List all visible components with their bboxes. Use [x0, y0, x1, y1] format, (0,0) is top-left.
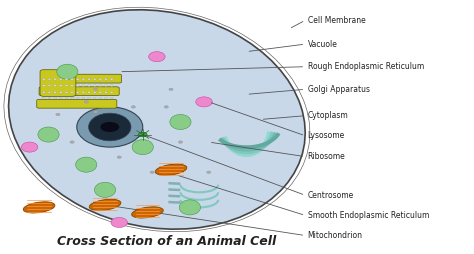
Ellipse shape — [48, 78, 51, 80]
Ellipse shape — [42, 91, 45, 93]
Ellipse shape — [93, 88, 98, 91]
Ellipse shape — [54, 78, 56, 80]
Ellipse shape — [111, 217, 128, 228]
Ellipse shape — [207, 171, 211, 173]
Ellipse shape — [65, 85, 68, 86]
Ellipse shape — [93, 97, 96, 99]
Ellipse shape — [65, 91, 68, 93]
Ellipse shape — [82, 97, 85, 99]
Ellipse shape — [88, 91, 91, 93]
Ellipse shape — [42, 85, 45, 86]
Ellipse shape — [117, 156, 121, 158]
Ellipse shape — [76, 97, 79, 99]
Ellipse shape — [54, 97, 56, 99]
Ellipse shape — [71, 78, 73, 80]
Ellipse shape — [105, 78, 108, 80]
Ellipse shape — [71, 91, 73, 93]
Ellipse shape — [100, 122, 119, 132]
Ellipse shape — [65, 78, 68, 80]
Ellipse shape — [110, 85, 113, 86]
Ellipse shape — [155, 164, 187, 175]
Ellipse shape — [94, 182, 116, 197]
Text: Cell Membrane: Cell Membrane — [308, 16, 365, 25]
Ellipse shape — [56, 113, 60, 116]
Ellipse shape — [93, 111, 98, 113]
Ellipse shape — [179, 200, 201, 215]
Text: Ribosome: Ribosome — [308, 152, 346, 161]
Text: Golgi Apparatus: Golgi Apparatus — [308, 85, 370, 94]
Ellipse shape — [77, 107, 143, 147]
Ellipse shape — [88, 78, 91, 80]
Ellipse shape — [9, 10, 305, 229]
Ellipse shape — [65, 97, 68, 99]
Ellipse shape — [54, 91, 56, 93]
Ellipse shape — [99, 78, 102, 80]
FancyBboxPatch shape — [41, 74, 121, 83]
Ellipse shape — [132, 139, 154, 155]
Ellipse shape — [38, 127, 59, 142]
Ellipse shape — [99, 97, 102, 99]
Ellipse shape — [76, 85, 79, 86]
Text: Lysosome: Lysosome — [308, 131, 345, 140]
Ellipse shape — [93, 85, 96, 86]
Text: Vacuole: Vacuole — [308, 40, 337, 49]
Text: Centrosome: Centrosome — [308, 191, 354, 200]
FancyBboxPatch shape — [39, 87, 119, 96]
Ellipse shape — [23, 202, 55, 213]
Ellipse shape — [170, 115, 191, 130]
Ellipse shape — [178, 141, 182, 143]
Ellipse shape — [84, 101, 88, 103]
Ellipse shape — [70, 141, 74, 143]
Ellipse shape — [105, 91, 108, 93]
Ellipse shape — [82, 91, 85, 93]
Ellipse shape — [110, 91, 113, 93]
Ellipse shape — [93, 91, 96, 93]
Text: Cross Section of an Animal Cell: Cross Section of an Animal Cell — [57, 235, 276, 248]
Ellipse shape — [138, 132, 147, 137]
Ellipse shape — [150, 171, 155, 173]
Text: Smooth Endoplasmic Reticulum: Smooth Endoplasmic Reticulum — [308, 211, 429, 220]
Ellipse shape — [110, 97, 113, 99]
Ellipse shape — [99, 91, 102, 93]
Ellipse shape — [42, 97, 45, 99]
Ellipse shape — [88, 97, 91, 99]
Ellipse shape — [48, 97, 51, 99]
Ellipse shape — [132, 207, 164, 218]
Ellipse shape — [93, 78, 96, 80]
Ellipse shape — [89, 199, 121, 211]
Ellipse shape — [48, 91, 51, 93]
Ellipse shape — [48, 85, 51, 86]
Ellipse shape — [149, 52, 165, 62]
Ellipse shape — [164, 106, 168, 108]
Text: Cytoplasm: Cytoplasm — [308, 111, 348, 120]
Ellipse shape — [71, 85, 73, 86]
Ellipse shape — [76, 78, 79, 80]
Ellipse shape — [76, 157, 97, 172]
Ellipse shape — [59, 78, 62, 80]
Ellipse shape — [169, 88, 173, 91]
FancyBboxPatch shape — [36, 99, 117, 108]
Ellipse shape — [105, 85, 108, 86]
Ellipse shape — [57, 64, 78, 79]
Ellipse shape — [59, 85, 62, 86]
FancyBboxPatch shape — [40, 70, 76, 96]
Ellipse shape — [71, 97, 73, 99]
Ellipse shape — [89, 113, 131, 141]
Ellipse shape — [54, 85, 56, 86]
Text: Mitochondrion: Mitochondrion — [308, 231, 363, 240]
Ellipse shape — [110, 78, 113, 80]
Ellipse shape — [99, 85, 102, 86]
Text: Rough Endoplasmic Reticulum: Rough Endoplasmic Reticulum — [308, 62, 424, 71]
Ellipse shape — [105, 97, 108, 99]
Ellipse shape — [59, 97, 62, 99]
Ellipse shape — [76, 91, 79, 93]
Ellipse shape — [42, 78, 45, 80]
Ellipse shape — [88, 85, 91, 86]
Ellipse shape — [82, 85, 85, 86]
Ellipse shape — [21, 142, 38, 152]
Ellipse shape — [196, 97, 212, 107]
Ellipse shape — [131, 106, 136, 108]
Ellipse shape — [82, 78, 85, 80]
Ellipse shape — [59, 91, 62, 93]
